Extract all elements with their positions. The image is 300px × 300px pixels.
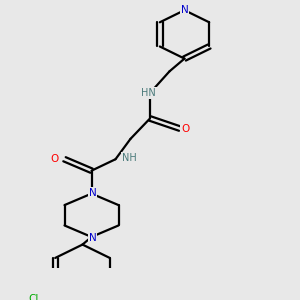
Text: N: N [88, 188, 96, 198]
Text: HN: HN [141, 88, 156, 98]
Text: NH: NH [122, 153, 137, 163]
Text: O: O [181, 124, 190, 134]
Text: N: N [181, 5, 188, 15]
Text: Cl: Cl [28, 294, 38, 300]
Text: N: N [88, 233, 96, 243]
Text: O: O [51, 154, 59, 164]
